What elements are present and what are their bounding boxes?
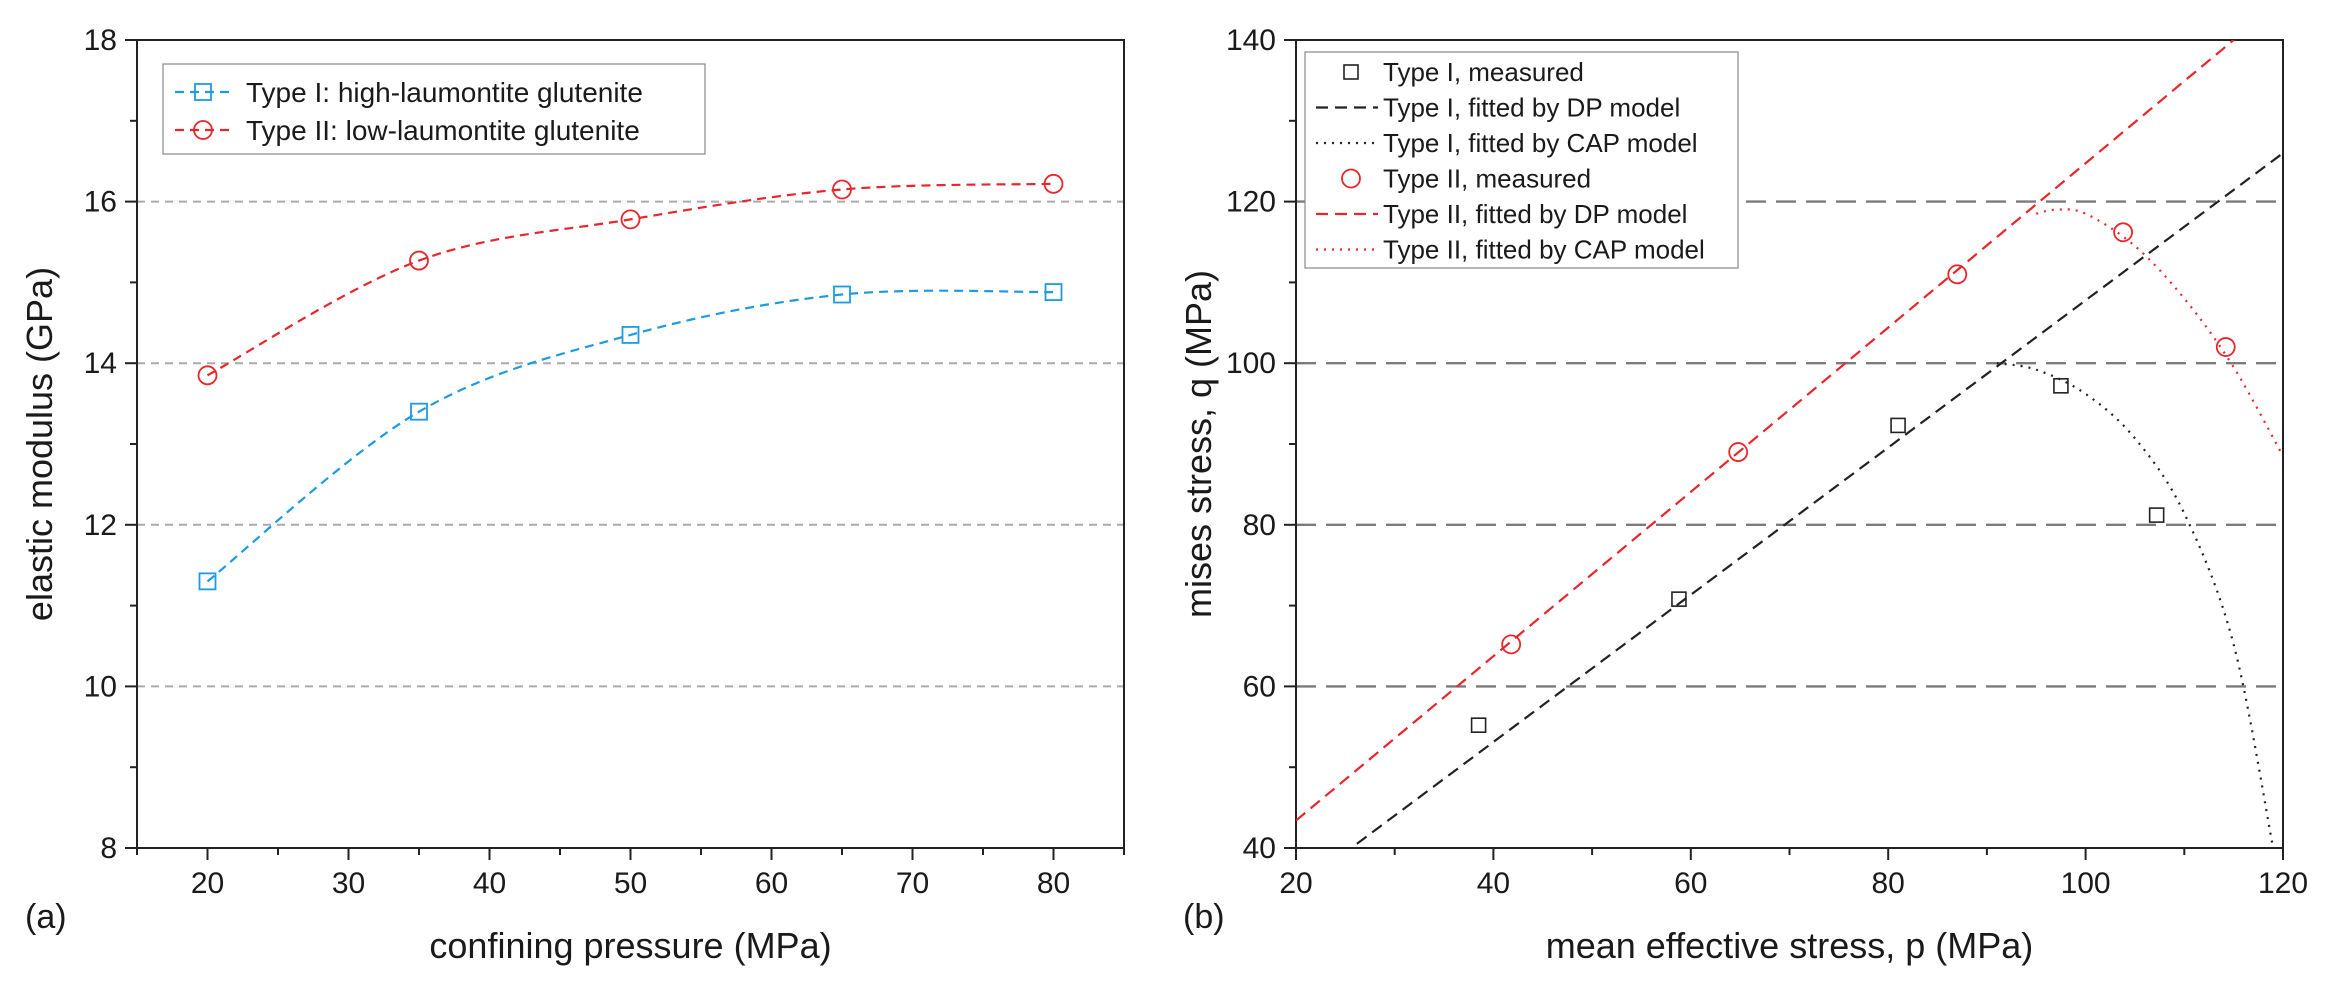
panel-a-y-axis-title: elastic modulus (GPa) — [19, 267, 60, 621]
panel-b-legend-label: Type II, fitted by DP model — [1383, 199, 1687, 229]
panel-a-x-tick-label: 50 — [614, 867, 647, 900]
panel-b-legend-marker — [1343, 64, 1359, 80]
panel-b-legend: Type I, measured Type I, fitted by DP mod… — [1304, 51, 1739, 269]
panel-b-data-point — [1470, 717, 1487, 733]
panel-b-data-point — [2148, 507, 2165, 523]
panel-a-data-point — [621, 326, 640, 344]
panel-a-data-point — [1044, 283, 1063, 301]
panel-a-data-point — [409, 250, 429, 271]
panel-b-legend-label: Type II, measured — [1383, 164, 1591, 194]
panel-b-fit-line — [1296, 40, 2235, 822]
panel-b-x-tick-label: 20 — [1279, 867, 1312, 900]
panel-a-legend-label: Type I: high-laumontite glutenite — [246, 77, 643, 108]
panel-b-data-point — [2053, 378, 2069, 394]
panel-b-legend-label: Type II, fitted by CAP model — [1383, 235, 1705, 265]
panel-a-legend-label: Type II: low-laumontite glutenite — [246, 115, 640, 146]
panel-b-y-axis-title: mises stress, q (MPa) — [1178, 270, 1219, 618]
panel-a-y-tick-label: 12 — [84, 509, 117, 542]
panel-a-data-point — [620, 209, 641, 230]
panel-b-x-tick-label: 120 — [2258, 867, 2308, 900]
panel-b-y-tick-label: 100 — [1226, 347, 1276, 380]
panel-a-data-point — [832, 179, 852, 200]
panel-b-data-point — [1890, 417, 1906, 434]
panel-a-x-tick-label: 40 — [473, 867, 506, 900]
panel-a-y-tick-label: 10 — [84, 670, 117, 703]
panel-b-data-point — [2113, 222, 2134, 243]
panel-b-y-tick-label: 40 — [1243, 832, 1276, 865]
panel-a-data-point — [833, 285, 851, 304]
panel-b-legend-label: Type I, measured — [1383, 57, 1584, 87]
panel-b-plot-frame — [1295, 39, 2284, 849]
panel-b-legend-marker — [1341, 168, 1361, 189]
panel-b-data-point — [1728, 442, 1749, 462]
panel-a-data-point — [1043, 173, 1064, 194]
panel-a-elastic-modulus-chart: 20 30 40 50 60 70 80 8 10 12 14 16 18 confining press… — [19, 24, 1125, 966]
panel-a-data-point — [197, 365, 218, 386]
panel-a-x-tick-label: 60 — [755, 867, 788, 900]
panel-b-x-tick-label: 100 — [2061, 867, 2111, 900]
panel-a-legend-marker — [194, 83, 212, 101]
panel-a-y-tick-label: 16 — [84, 186, 117, 219]
panel-b-x-axis-title: mean effective stress, p (MPa) — [1546, 925, 2034, 966]
panel-b-y-tick-label: 140 — [1226, 24, 1276, 57]
panel-b-fit-line — [2035, 208, 2283, 457]
panel-b-fit-line — [1996, 362, 2275, 848]
panel-b-fit-line — [1349, 152, 2283, 848]
panel-a-legend-marker — [193, 120, 213, 140]
panel-b-x-tick-label: 40 — [1477, 867, 1510, 900]
panel-a-x-axis-title: confining pressure (MPa) — [429, 925, 831, 966]
panel-b-legend-label: Type I, fitted by CAP model — [1383, 128, 1698, 158]
panel-a-data-point — [198, 572, 217, 591]
panel-a-x-tick-label: 70 — [896, 867, 929, 900]
panel-b-label: (b) — [1183, 898, 1225, 936]
panel-a-series-line — [206, 289, 1054, 583]
panel-a-x-tick-label: 20 — [191, 867, 224, 900]
panel-b-data-point — [2215, 337, 2236, 357]
panel-a-label: (a) — [25, 898, 67, 936]
panel-a-legend-box — [162, 63, 706, 155]
panel-b-data-point — [1947, 264, 1968, 285]
panel-b-x-tick-label: 60 — [1674, 867, 1707, 900]
panel-a-legend: Type I: high-laumontite glutenite Type II… — [162, 63, 706, 155]
panel-a-y-tick-label: 14 — [84, 347, 117, 380]
panel-a-y-tick-label: 18 — [84, 24, 117, 57]
panel-b-data-point — [1501, 634, 1522, 655]
panel-b-y-tick-label: 120 — [1226, 186, 1276, 219]
panel-b-legend-label: Type I, fitted by DP model — [1383, 93, 1680, 123]
panel-a-plot-frame — [136, 39, 1125, 849]
panel-b-x-tick-label: 80 — [1872, 867, 1905, 900]
panel-b-y-tick-label: 80 — [1243, 509, 1276, 542]
panel-b-legend-box — [1304, 51, 1739, 269]
panel-a-y-tick-label: 8 — [100, 832, 117, 865]
panel-a-data-point — [410, 402, 428, 421]
panel-b-data-point — [1671, 591, 1687, 607]
panel-b-y-tick-label: 60 — [1243, 670, 1276, 703]
panel-a-x-tick-label: 80 — [1037, 867, 1070, 900]
panel-a-x-tick-label: 30 — [332, 867, 365, 900]
panel-a-series-line — [206, 182, 1054, 377]
